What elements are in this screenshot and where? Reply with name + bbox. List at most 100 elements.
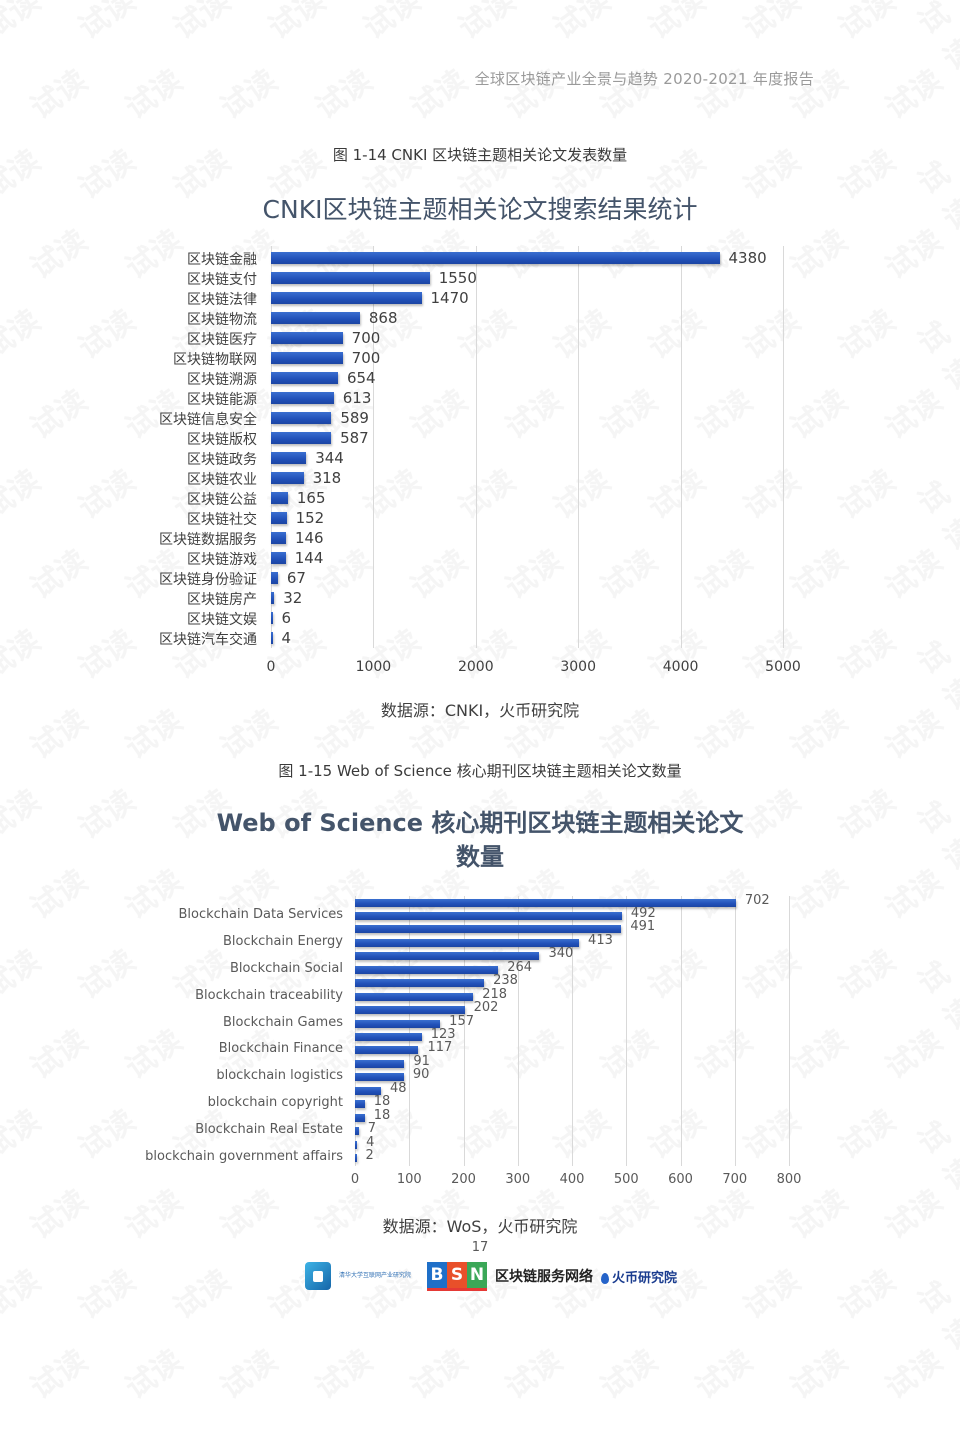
- bar-value-label: 4: [281, 629, 292, 647]
- bar: [355, 1140, 358, 1149]
- bar-value-label: 18: [373, 1094, 391, 1110]
- bar: [271, 292, 422, 304]
- watermark-text: 试读: [0, 1263, 47, 1327]
- bar-value-label: 492: [630, 905, 656, 921]
- category-label: 区块链政务: [187, 452, 257, 468]
- bar: [355, 898, 736, 907]
- watermark-text: 试读: [912, 475, 960, 558]
- category-label: 区块链身份验证: [159, 572, 257, 588]
- bar: [355, 1046, 419, 1055]
- watermark-text: 试读: [119, 1023, 189, 1087]
- watermark-text: 试读: [784, 223, 854, 287]
- watermark-text: 试读: [24, 63, 94, 127]
- bar: [355, 1154, 357, 1163]
- watermark-text: 试读: [24, 1343, 94, 1407]
- wos-title-line1: Web of Science 核心期刊区块链主题相关论文: [216, 809, 744, 837]
- bar-value-label: 18: [373, 1107, 391, 1123]
- tsinghua-institute-logo-icon: [305, 1262, 331, 1290]
- watermark-text: 试读: [167, 1263, 237, 1327]
- gridline: [409, 896, 411, 1166]
- bar-value-label: 90: [412, 1067, 430, 1083]
- watermark-text: 试读: [24, 223, 94, 287]
- watermark-text: 试读: [879, 63, 949, 127]
- category-label: 区块链游戏: [187, 552, 257, 568]
- watermark-text: 试读: [912, 315, 960, 398]
- bar: [271, 392, 334, 404]
- watermark-text: 试读: [954, 709, 960, 798]
- bar-value-label: 613: [342, 389, 372, 407]
- bar: [355, 1019, 441, 1028]
- category-label: 区块链农业: [187, 472, 257, 488]
- bar: [271, 332, 343, 344]
- gridline: [783, 246, 784, 648]
- tsinghua-institute-logo-text: 清华大学互联网产业研究院: [339, 1272, 412, 1279]
- bar-value-label: 157: [449, 1013, 474, 1029]
- x-tick-label: 0: [266, 659, 276, 675]
- watermark-text: 试读: [547, 0, 617, 47]
- x-tick-label: 200: [451, 1172, 476, 1187]
- watermark-text: 试读: [912, 0, 960, 78]
- watermark-text: 试读: [72, 0, 142, 47]
- gridline: [680, 896, 682, 1166]
- category-label: 区块链公益: [187, 492, 257, 508]
- bar: [271, 272, 430, 284]
- bar-value-label: 491: [630, 919, 656, 935]
- bar-value-label: 123: [430, 1027, 456, 1042]
- bar-value-label: 202: [473, 1000, 499, 1016]
- bar: [355, 952, 540, 961]
- category-label: 区块链房产: [187, 592, 257, 608]
- watermark-text: 试读: [832, 943, 902, 1007]
- footer-logos: 清华大学互联网产业研究院 B S N 区块链服务网络 火币研究院: [305, 1260, 677, 1292]
- category-label: blockchain logistics: [216, 1068, 343, 1084]
- category-label: 区块链版权: [187, 432, 257, 448]
- bar: [355, 1127, 359, 1136]
- watermark-text: 试读: [879, 223, 949, 287]
- bar: [355, 1113, 365, 1122]
- gridline: [626, 896, 628, 1166]
- watermark-text: 试读: [594, 1343, 664, 1407]
- x-tick-label: 100: [396, 1172, 422, 1187]
- bar: [355, 911, 622, 920]
- cnki-chart-title: CNKI区块链主题相关论文搜索结果统计: [262, 195, 698, 224]
- bar-value-label: 589: [340, 409, 369, 427]
- bar: [271, 472, 304, 484]
- bsn-letter-s: S: [447, 1261, 467, 1288]
- watermark-text: 试读: [404, 63, 474, 127]
- watermark-text: 试读: [24, 543, 94, 607]
- watermark-text: 试读: [119, 1343, 189, 1407]
- watermark-text: 试读: [72, 303, 142, 367]
- bar-value-label: 218: [482, 986, 508, 1002]
- x-tick-label: 500: [613, 1172, 639, 1187]
- bar-value-label: 144: [294, 549, 324, 567]
- watermark-text: 试读: [72, 463, 142, 527]
- watermark-text: 试读: [309, 1343, 379, 1407]
- watermark-text: 试读: [737, 0, 807, 47]
- watermark-text: 试读: [119, 223, 189, 287]
- watermark-text: 试读: [832, 303, 902, 367]
- bsn-logo: B S N: [427, 1261, 487, 1291]
- bar-value-label: 700: [351, 349, 381, 367]
- x-tick-label: 1000: [355, 659, 392, 675]
- bar: [355, 979, 485, 988]
- watermark-text: 试读: [72, 1263, 142, 1327]
- figure2-source: 数据源：WoS，火币研究院: [382, 1217, 578, 1236]
- bar: [271, 452, 307, 464]
- category-label: Blockchain Games: [223, 1014, 343, 1030]
- x-tick-label: 0: [350, 1172, 360, 1187]
- watermark-text: 试读: [912, 1275, 960, 1358]
- bar-value-label: 48: [390, 1080, 407, 1096]
- watermark-text: 试读: [119, 63, 189, 127]
- bar-value-label: 165: [296, 489, 326, 507]
- bar: [271, 252, 720, 264]
- bar: [271, 632, 273, 644]
- x-tick-label: 3000: [560, 659, 597, 675]
- category-label: 区块链法律: [187, 292, 257, 308]
- x-tick-label: 300: [505, 1172, 531, 1187]
- bar: [355, 1059, 405, 1068]
- watermark-text: 试读: [0, 0, 47, 47]
- category-label: 区块链物流: [187, 312, 257, 328]
- watermark-text: 试读: [72, 623, 142, 687]
- watermark-text: 试读: [784, 543, 854, 607]
- gridline: [355, 896, 356, 1166]
- bar-value-label: 4: [366, 1134, 375, 1150]
